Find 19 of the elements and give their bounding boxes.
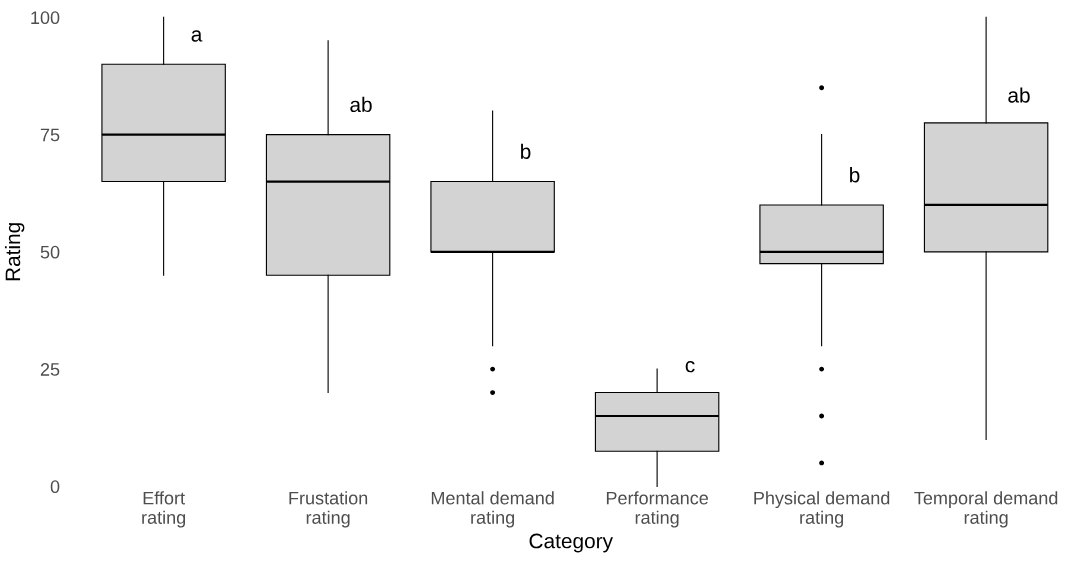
y-tick-label: 50 (40, 245, 60, 259)
annotation: c (685, 360, 695, 373)
y-tick-label: 75 (40, 128, 60, 142)
annotation: ab (350, 96, 372, 113)
x-axis-title: Category (529, 533, 613, 553)
annotation: a (191, 30, 203, 42)
y-tick-label: 100 (31, 11, 60, 25)
x-tick-label: Physical demand rating (754, 491, 890, 528)
y-tick-label: 25 (40, 363, 60, 376)
annotation: b (521, 143, 531, 159)
annotation: ab (1008, 87, 1030, 103)
x-tick-label: Performance rating (606, 491, 708, 528)
y-axis-title: Rating (4, 223, 25, 281)
x-tick-label: Frustation rating (289, 491, 368, 528)
x-tick-label: Mental demand rating (431, 491, 554, 528)
y-tick-label: 0 (50, 480, 60, 494)
x-tick-label: Effort rating (142, 491, 186, 528)
annotation: b (850, 167, 860, 183)
x-tick-label: Temporal demand rating (914, 491, 1058, 528)
